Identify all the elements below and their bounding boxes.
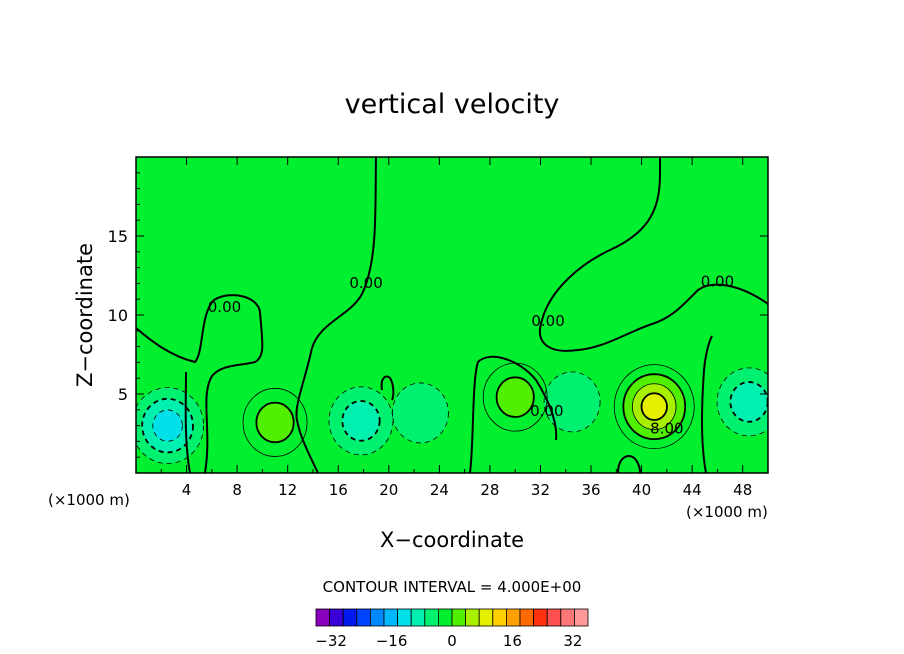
contour-fill-max-2-level-2 — [496, 377, 534, 417]
colorbar-swatch-2 — [342, 608, 358, 627]
contour-line-min-3-level-1 — [136, 387, 204, 464]
colorbar-swatch-12 — [478, 608, 494, 627]
chart-title: vertical velocity — [345, 89, 560, 120]
contour-lines — [136, 157, 768, 473]
contour-line-max-0-level-4 — [640, 392, 668, 421]
colorbar-swatch-1 — [329, 608, 344, 627]
contour-line-max-0-level-3 — [632, 383, 677, 430]
x-tick-label-11: 48 — [733, 481, 752, 499]
colorbar-swatch-9 — [437, 608, 453, 627]
x-unit-label-right: (×1000 m) — [686, 503, 768, 521]
contour-fill-min-6-level-1 — [544, 371, 601, 432]
x-tick-label-4: 20 — [379, 481, 398, 499]
contour-label-0: 0.00 — [208, 298, 241, 316]
zero-contour-small-loop — [380, 375, 395, 401]
contour-line-max-1-level-2 — [255, 401, 295, 444]
colorbar-swatch-7 — [410, 608, 426, 627]
colorbar-label-1: −16 — [376, 632, 408, 650]
zero-contour-right-mid — [539, 157, 768, 352]
contour-line-max-0-level-2 — [622, 373, 687, 440]
contour-fill-min-4-level-2 — [342, 401, 380, 441]
zero-contour-right-cell — [469, 355, 558, 473]
contour-line-min-6-level-1 — [543, 371, 601, 433]
contour-label-2: 0.00 — [531, 312, 564, 330]
contour-line-min-7-level-1 — [716, 367, 768, 437]
contour-label-3: 0.00 — [701, 273, 734, 291]
x-tick-label-2: 12 — [278, 481, 297, 499]
contour-fill-min-5-level-1 — [392, 382, 449, 443]
colorbar-swatch-3 — [356, 608, 371, 627]
colorbar-swatch-8 — [424, 608, 439, 627]
y-tick-label-2: 15 — [108, 227, 128, 246]
y-tick-label-1: 10 — [108, 306, 128, 325]
contour-label-4: 0.00 — [530, 402, 563, 420]
contour-fill-min-7-level-2 — [730, 382, 768, 422]
zero-contour-foot — [617, 455, 641, 473]
zero-contour-left — [136, 294, 264, 473]
colorbar-swatch-10 — [451, 608, 467, 627]
x-tick-label-3: 16 — [329, 481, 348, 499]
colorbar-swatch-0 — [315, 608, 331, 627]
x-tick-label-7: 32 — [531, 481, 550, 499]
plot-area: 0.00 0.00 0.00 0.00 0.00 8.00 — [136, 157, 768, 473]
contour-fill-max-1-level-2 — [256, 402, 294, 443]
contour-line-min-3-level-3 — [152, 409, 183, 442]
contour-label-1: 0.00 — [349, 274, 382, 292]
contour-line-min-4-level-2 — [341, 400, 381, 442]
contour-line-min-3-level-2 — [141, 397, 194, 454]
x-tick-label-0: 4 — [182, 481, 192, 499]
colorbar-swatch-4 — [369, 608, 385, 627]
colorbar-swatch-13 — [492, 608, 507, 627]
colorbar-swatch-18 — [560, 608, 575, 627]
zero-contour-far-right — [701, 335, 713, 473]
x-axis-label: X−coordinate — [380, 528, 524, 552]
colorbar-swatch-5 — [383, 608, 399, 627]
colorbar-swatch-15 — [519, 608, 535, 627]
contour-line-min-5-level-1 — [391, 382, 449, 444]
x-tick-label-1: 8 — [232, 481, 242, 499]
colorbar-swatch-16 — [533, 608, 548, 627]
contour-line-max-0-level-1 — [613, 364, 695, 450]
y-tick-label-0: 5 — [118, 385, 128, 404]
x-unit-label-left: (×1000 m) — [48, 491, 130, 509]
y-axis-label: Z−coordinate — [73, 243, 97, 387]
colorbar-label-3: 16 — [503, 632, 522, 650]
x-tick-label-5: 24 — [430, 481, 449, 499]
contour-fill-max-0-level-4 — [641, 393, 667, 421]
colorbar-label-4: 32 — [563, 632, 582, 650]
zero-contour-left-cell — [184, 371, 191, 473]
colorbar-swatch-6 — [397, 608, 412, 627]
zero-contour-center — [295, 157, 377, 473]
colorbar-label-0: −32 — [315, 632, 347, 650]
colorbar-swatch-17 — [546, 608, 562, 627]
colorbar-swatch-19 — [574, 608, 589, 627]
x-tick-label-8: 36 — [581, 481, 600, 499]
colorbar: −32 −16 0 16 32 — [315, 608, 589, 650]
contour-label-5: 8.00 — [650, 420, 683, 438]
contour-fill-min-3-level-3 — [152, 409, 183, 442]
x-tick-label-6: 28 — [480, 481, 499, 499]
contour-line-max-1-level-1 — [242, 388, 308, 457]
contour-line-max-2-level-1 — [482, 362, 548, 432]
contour-interval-text: CONTOUR INTERVAL = 4.000E+00 — [323, 578, 582, 596]
contour-labels: 0.00 0.00 0.00 0.00 0.00 8.00 — [208, 273, 734, 438]
x-tick-label-9: 40 — [632, 481, 651, 499]
x-tick-label-10: 44 — [683, 481, 702, 499]
contour-line-max-2-level-2 — [495, 376, 535, 418]
colorbar-swatch-14 — [505, 608, 521, 627]
colorbar-label-2: 0 — [447, 632, 457, 650]
colorbar-swatch-11 — [465, 608, 480, 627]
